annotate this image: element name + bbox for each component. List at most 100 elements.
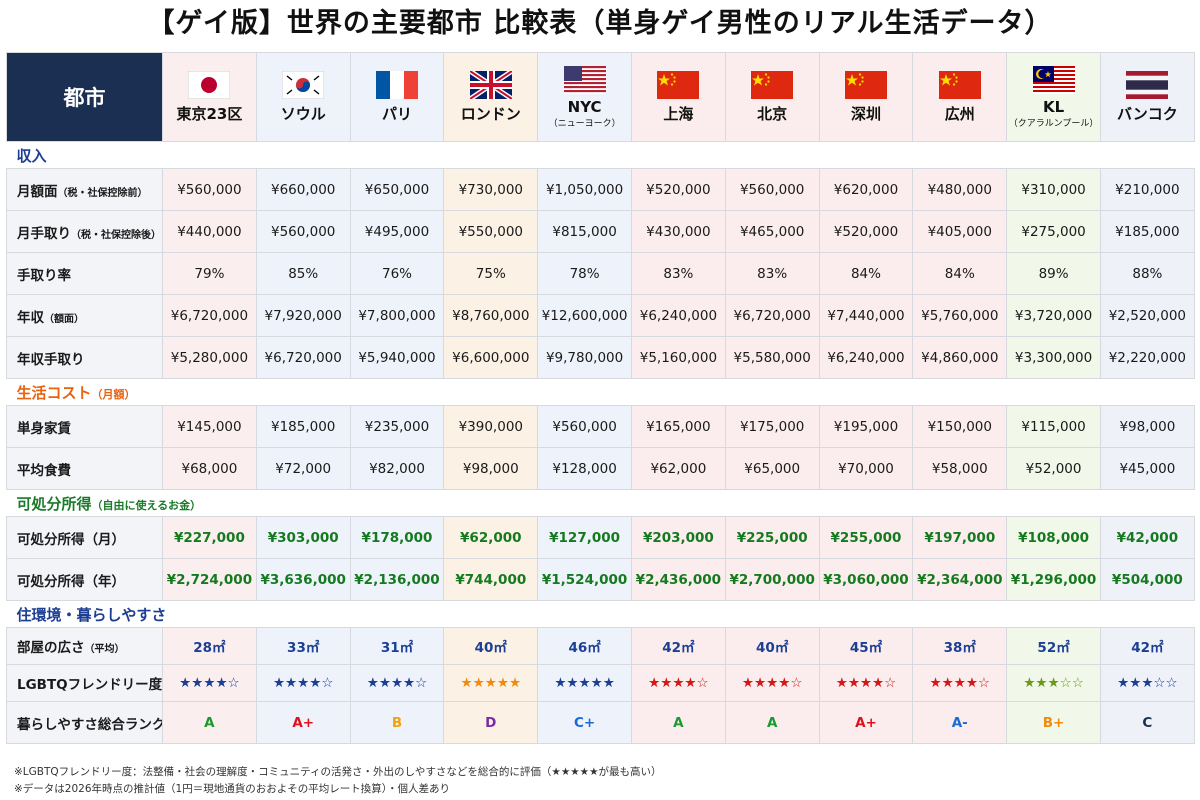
table-cell: ¥8,760,000 (443, 294, 539, 337)
row-label: 月額面（税・社保控除前） (6, 168, 163, 211)
table-cell: ¥115,000 (1006, 405, 1101, 448)
table-cell: ¥98,000 (443, 447, 539, 490)
section-title: 生活コスト（月額） (6, 378, 1195, 406)
table-row: 年収手取り ¥5,280,000 ¥6,720,000 ¥5,940,000 ¥6,60… (6, 336, 1195, 379)
table-cell: ¥620,000 (818, 168, 914, 211)
row-label-text: 単身家賃 (17, 420, 71, 437)
row-label: 暮らしやすさ総合ランク (6, 701, 163, 744)
flag-th-icon (1101, 70, 1193, 99)
row-label: 平均食費 (6, 447, 163, 490)
table-cell: ¥62,000 (630, 447, 726, 490)
row-label-text: 可処分所得（年） (17, 573, 125, 590)
overall-rank-cell: A (630, 701, 726, 744)
table-row: 年収（額面） ¥6,720,000 ¥7,920,000 ¥7,800,000 ¥8,7… (6, 294, 1195, 337)
city-header: バンコク (1099, 52, 1195, 142)
city-header: 深圳 (818, 52, 914, 142)
table-cell: ¥58,000 (912, 447, 1008, 490)
table-cell: ¥65,000 (724, 447, 820, 490)
city-header: 北京 (724, 52, 820, 142)
flag-cn-icon (632, 70, 724, 99)
table-cell: ¥5,940,000 (349, 336, 445, 379)
header-row: 都市 東京23区 ソウル パリ ロンドン NYC （ニューヨーク） 上海 北京 深圳 広州 KL （クア… (6, 52, 1195, 142)
flag-cn-icon (726, 70, 818, 99)
row-label-text: 部屋の広さ (17, 640, 85, 656)
footnote-data: ※データは2026年時点の推計値（1円＝現地通貨のおおよその平均レート換算）・個… (14, 783, 450, 795)
city-header: NYC （ニューヨーク） (537, 52, 632, 142)
table-cell: ¥6,240,000 (630, 294, 726, 337)
room-size-cell: 31㎡ (349, 627, 445, 665)
row-label: 月手取り（税・社保控除後） (6, 210, 163, 253)
flag-jp-icon (163, 70, 255, 99)
city-name: 東京23区 (176, 104, 243, 123)
table-cell: ¥660,000 (255, 168, 351, 211)
room-size-cell: 28㎡ (162, 627, 257, 665)
overall-rank-cell: A+ (255, 701, 351, 744)
table-cell: ¥2,364,000 (912, 558, 1008, 601)
table-cell: ¥2,136,000 (349, 558, 445, 601)
table-cell: ¥6,720,000 (724, 294, 820, 337)
row-label: 部屋の広さ（平均） (6, 627, 163, 665)
table-cell: ¥560,000 (724, 168, 820, 211)
table-cell: ¥550,000 (443, 210, 539, 253)
table-cell: ¥3,636,000 (255, 558, 351, 601)
overall-rank-cell: B+ (1006, 701, 1101, 744)
table-cell: 89% (1006, 252, 1101, 295)
table-cell: ¥165,000 (630, 405, 726, 448)
table-cell: ¥128,000 (537, 447, 632, 490)
section-title-text: 生活コスト (16, 383, 92, 402)
row-label-text: 年収 (17, 309, 44, 326)
room-size-cell: 46㎡ (537, 627, 632, 665)
table-cell: ¥108,000 (1006, 516, 1101, 559)
table-cell: ¥6,720,000 (162, 294, 257, 337)
flag-kr-icon (257, 70, 349, 99)
table-cell: ¥1,050,000 (537, 168, 632, 211)
room-size-cell: 33㎡ (255, 627, 351, 665)
overall-rank-cell: C+ (537, 701, 632, 744)
table-cell: ¥430,000 (630, 210, 726, 253)
room-size-cell: 40㎡ (724, 627, 820, 665)
table-cell: ¥5,760,000 (912, 294, 1008, 337)
table-cell: ¥560,000 (255, 210, 351, 253)
table-row: 単身家賃 ¥145,000 ¥185,000 ¥235,000 ¥390,000 ¥560… (6, 405, 1195, 448)
table-cell: 83% (724, 252, 820, 295)
table-cell: ¥3,060,000 (818, 558, 914, 601)
table-cell: ¥310,000 (1006, 168, 1101, 211)
flag-my-icon (1008, 65, 1100, 94)
table-cell: ¥3,300,000 (1006, 336, 1101, 379)
page-title: 【ゲイ版】世界の主要都市 比較表（単身ゲイ男性のリアル生活データ） (147, 8, 1053, 39)
lgbtq-rating-stars: ★★★★☆ (255, 664, 351, 702)
table-row: 暮らしやすさ総合ランク A A+ B D C+ A A A+ A- B+ C (6, 701, 1195, 744)
city-subname: （クアラルンプール） (1008, 118, 1099, 129)
table-cell: ¥2,520,000 (1099, 294, 1195, 337)
table-cell: ¥70,000 (818, 447, 914, 490)
row-label: LGBTQフレンドリー度※ (6, 664, 163, 702)
table-cell: ¥815,000 (537, 210, 632, 253)
row-label-note: （税・社保控除前） (57, 187, 148, 199)
room-size-cell: 38㎡ (912, 627, 1008, 665)
city-name: ロンドン (460, 104, 521, 123)
table-cell: ¥4,860,000 (912, 336, 1008, 379)
table-cell: ¥7,800,000 (349, 294, 445, 337)
flag-uk-icon (445, 70, 537, 99)
table-cell: ¥42,000 (1099, 516, 1195, 559)
city-header: ロンドン (443, 52, 539, 142)
table-cell: ¥178,000 (349, 516, 445, 559)
flag-us-icon (539, 65, 631, 94)
lgbtq-rating-stars: ★★★★☆ (912, 664, 1008, 702)
header-city-label: 都市 (6, 52, 163, 142)
table-cell: ¥303,000 (255, 516, 351, 559)
table-cell: ¥7,920,000 (255, 294, 351, 337)
row-label-text: 月手取り (17, 225, 71, 242)
table-cell: ¥127,000 (537, 516, 632, 559)
overall-rank-cell: A- (912, 701, 1008, 744)
table-cell: ¥440,000 (162, 210, 257, 253)
table-cell: 84% (818, 252, 914, 295)
table-row: 可処分所得（月） ¥227,000 ¥303,000 ¥178,000 ¥62,000 ¥… (6, 516, 1195, 559)
lgbtq-rating-stars: ★★★★☆ (349, 664, 445, 702)
city-header: KL （クアラルンプール） (1006, 52, 1101, 142)
lgbtq-rating-stars: ★★★☆☆ (1099, 664, 1195, 702)
row-label: 年収（額面） (6, 294, 163, 337)
flag-fr-icon (351, 70, 443, 99)
comparison-table: 都市 東京23区 ソウル パリ ロンドン NYC （ニューヨーク） 上海 北京 深圳 広州 KL （クア… (6, 52, 1195, 744)
